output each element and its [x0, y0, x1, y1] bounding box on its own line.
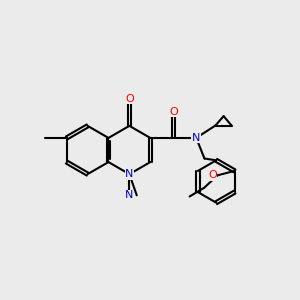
Text: O: O — [125, 94, 134, 104]
Text: N: N — [192, 133, 200, 143]
Text: N: N — [125, 169, 134, 179]
Text: O: O — [169, 107, 178, 117]
Text: O: O — [208, 170, 217, 180]
Text: N: N — [125, 190, 134, 200]
